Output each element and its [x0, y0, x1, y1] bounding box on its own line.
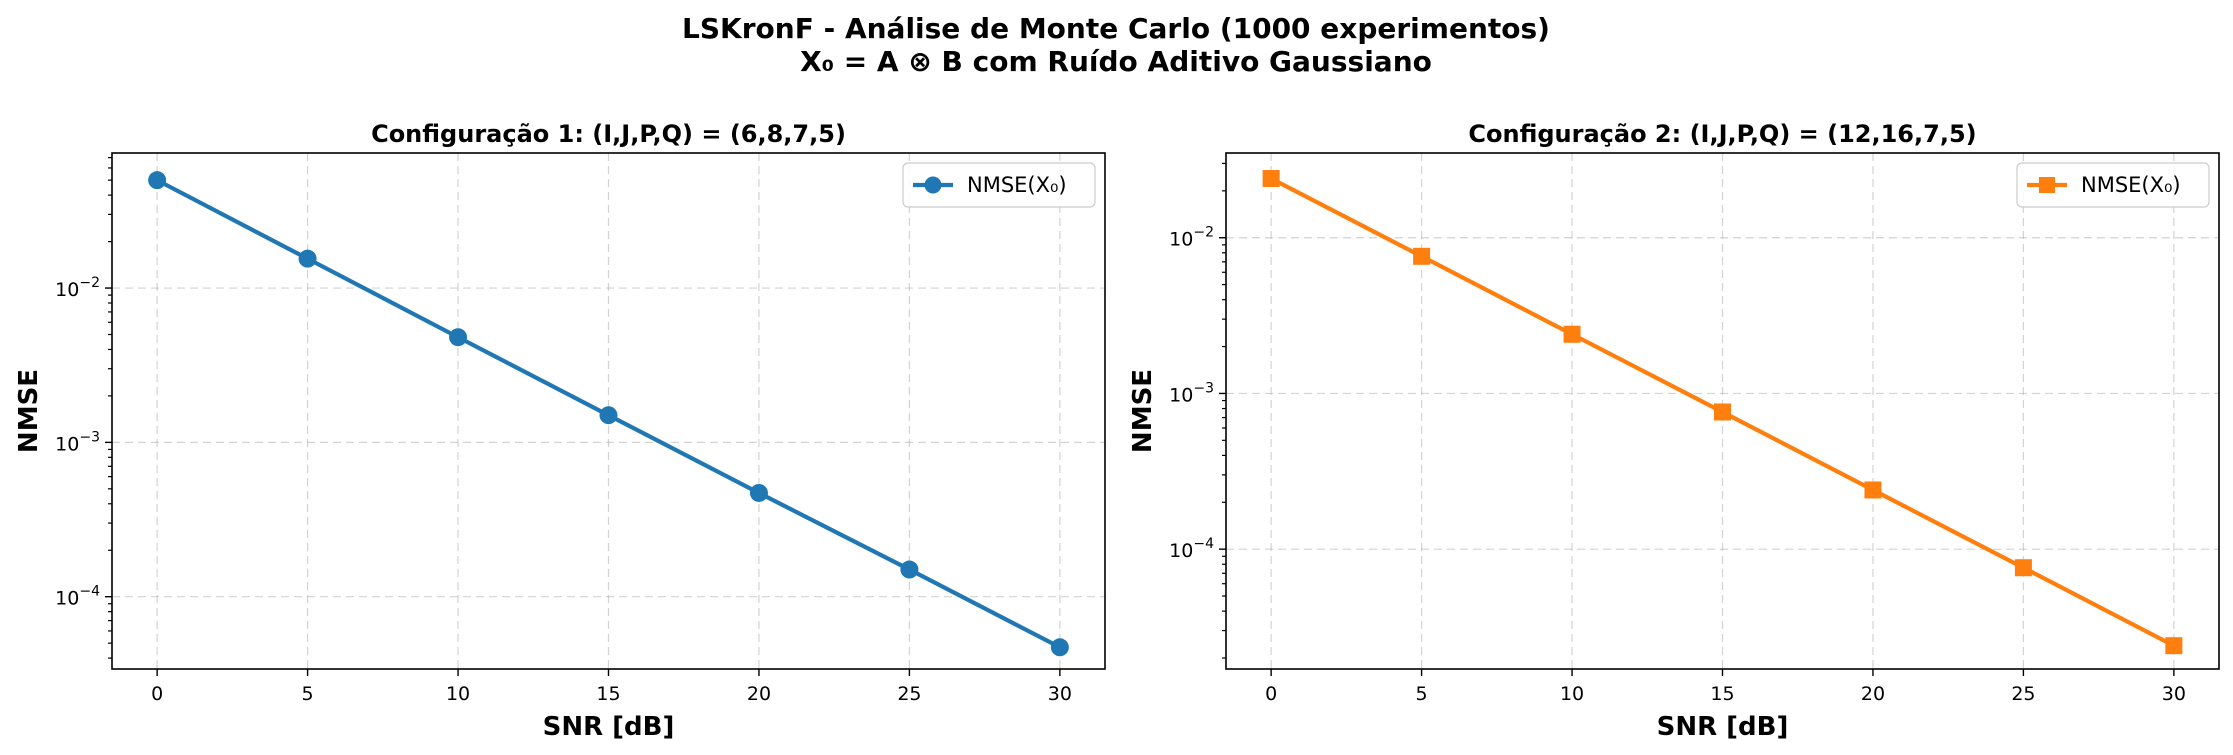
chart-1-data-point-3	[599, 406, 618, 425]
chart-panel-1: 0 5 10 15 20 25 30 10−2 10−3 10−4 Configuração 1: …	[14, 120, 1106, 742]
chart-1-y-tick-label-1: 10−3	[55, 429, 100, 455]
chart-2-x-axis-label: SNR [dB]	[1657, 712, 1789, 742]
chart-2-legend-marker	[2039, 177, 2055, 193]
chart-1-data-point-5	[900, 560, 919, 579]
chart-panel-2: 0 5 10 15 20 25 30 10−2 10−3 10−4 Configuração 2: …	[1128, 120, 2220, 742]
chart-1-title: Configuração 1: (I,J,P,Q) = (6,8,7,5)	[371, 120, 846, 148]
chart-1-x-tick-label-1: 5	[302, 683, 314, 705]
chart-2-data-point-5	[2014, 559, 2032, 577]
figure-title-line1: LSKronF - Análise de Monte Carlo (1000 e…	[682, 12, 1550, 45]
chart-2-data-point-3	[1714, 403, 1731, 421]
chart-2-data-point-1	[1413, 247, 1431, 265]
chart-2-x-tick-label-2: 10	[1560, 683, 1584, 705]
chart-2-y-tick-label-0: 10−2	[1169, 225, 1214, 251]
chart-2-y-tick-label-2: 10−4	[1169, 536, 1214, 562]
chart-2-x-tick-label-0: 0	[1265, 683, 1277, 705]
chart-1-x-tick-label-6: 30	[1048, 683, 1072, 705]
chart-1-x-axis-label: SNR [dB]	[543, 712, 675, 742]
chart-1-y-tick-label-2: 10−4	[55, 584, 100, 610]
chart-2-x-tick-label-6: 30	[2162, 683, 2186, 705]
chart-1-data-point-6	[1050, 638, 1069, 657]
chart-2-data-point-4	[1864, 481, 1882, 499]
chart-1-data-point-1	[298, 249, 317, 268]
chart-2-x-tick-label-3: 15	[1710, 683, 1734, 705]
chart-2-x-tick-label-4: 20	[1861, 683, 1885, 705]
chart-1-legend-label: NMSE(X₀)	[967, 173, 1067, 197]
chart-1-legend-marker	[924, 176, 942, 194]
chart-2-data-point-2	[1563, 325, 1581, 343]
chart-2-y-tick-label-1: 10−3	[1169, 380, 1214, 406]
chart-2-title: Configuração 2: (I,J,P,Q) = (12,16,7,5)	[1468, 120, 1976, 148]
chart-2-data-point-6	[2165, 637, 2183, 655]
chart-1-data-point-4	[749, 483, 768, 502]
figure-title-line2: X₀ = A ⊗ B com Ruído Aditivo Gaussiano	[800, 45, 1432, 78]
chart-2-x-tick-label-5: 25	[2011, 683, 2035, 705]
chart-2-legend-label: NMSE(X₀)	[2081, 173, 2181, 197]
chart-2-y-axis-label: NMSE	[1128, 369, 1158, 453]
chart-1-legend-box	[902, 162, 1096, 208]
chart-1-x-tick-label-3: 15	[596, 683, 620, 705]
chart-1-data-point-0	[148, 171, 167, 190]
chart-2-x-tick-label-1: 5	[1416, 683, 1428, 705]
chart-1-x-tick-label-4: 20	[747, 683, 771, 705]
chart-1-x-tick-label-2: 10	[446, 683, 470, 705]
chart-1-x-tick-label-5: 25	[897, 683, 921, 705]
chart-2-data-point-0	[1262, 170, 1280, 188]
chart-1-y-tick-label-0: 10−2	[55, 275, 100, 301]
chart-1-y-axis-label: NMSE	[14, 369, 44, 453]
chart-1-x-tick-label-0: 0	[151, 683, 163, 705]
chart-2-legend-box	[2016, 162, 2210, 208]
chart-1-data-point-2	[449, 328, 468, 347]
